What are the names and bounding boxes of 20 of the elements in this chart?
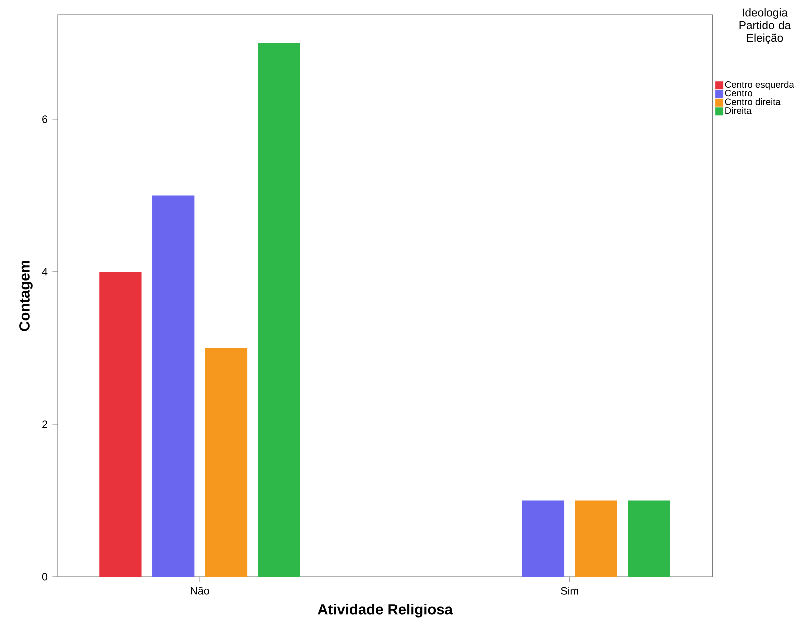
legend-label: Centro [725, 90, 752, 97]
legend-label: Centro esquerda [725, 81, 794, 90]
legend-label: Direita [726, 107, 752, 114]
bar [628, 500, 670, 577]
bar [575, 500, 618, 577]
y-tick-label: 2 [42, 420, 48, 428]
y-tick-label: 0 [42, 573, 48, 581]
y-tick-label: 6 [42, 116, 48, 124]
x-tick-label: Não [191, 587, 210, 595]
legend-label: Centro direita [725, 98, 781, 106]
bar [152, 196, 195, 577]
bar [205, 348, 248, 577]
y-tick-label: 4 [42, 268, 48, 276]
x-axis-title: Atividade Religiosa [318, 604, 454, 618]
bar [522, 500, 565, 577]
x-tick-label: Sim [561, 587, 578, 595]
legend-title: Ideologia Partido da Eleição [740, 8, 792, 44]
bar [258, 43, 300, 577]
bar [100, 272, 142, 577]
y-axis-title: Contagem [20, 261, 33, 332]
